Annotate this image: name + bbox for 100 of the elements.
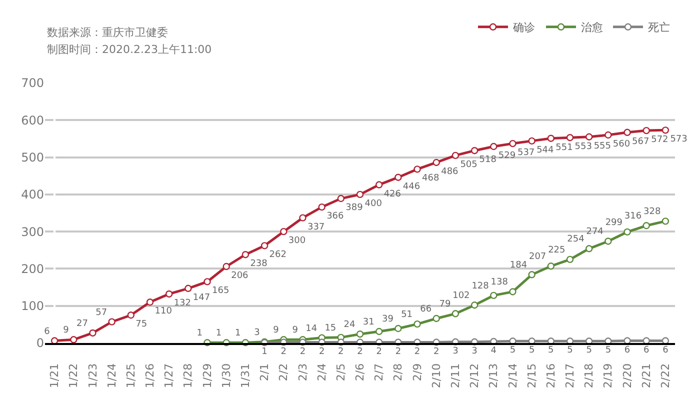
point	[299, 214, 306, 222]
point	[242, 251, 250, 258]
y-tick-label: 500	[21, 150, 44, 164]
data-label: 5	[548, 346, 554, 356]
data-label: 75	[136, 320, 148, 330]
point	[528, 271, 536, 278]
data-label: 337	[307, 222, 325, 232]
data-label: 366	[326, 212, 344, 222]
data-label: 5	[510, 346, 516, 356]
data-label: 2	[357, 346, 363, 357]
data-label: 147	[192, 292, 210, 303]
data-label: 2	[300, 346, 306, 357]
data-label: 57	[96, 308, 108, 318]
data-label: 2	[414, 346, 420, 357]
data-label: 560	[612, 140, 630, 150]
data-label: 2	[280, 346, 287, 357]
legend-label: 治愈	[581, 21, 603, 34]
point	[642, 222, 650, 230]
point	[414, 166, 421, 173]
x-tick-label: 2/17	[564, 363, 577, 388]
x-tick-label: 2/19	[602, 363, 615, 388]
data-label: 316	[624, 212, 642, 222]
point	[375, 328, 383, 336]
data-label: 27	[76, 318, 88, 329]
point	[662, 218, 670, 225]
x-tick-label: 1/28	[182, 363, 195, 388]
x-tick-label: 2/21	[640, 363, 653, 388]
data-label: 15	[324, 323, 336, 334]
data-label: 544	[536, 145, 554, 156]
x-tick-label: 1/25	[124, 363, 138, 388]
data-label: 5	[528, 346, 535, 356]
point	[547, 134, 555, 142]
data-label: 1	[262, 347, 268, 358]
x-tick-label: 1/29	[200, 363, 214, 388]
point	[566, 256, 574, 264]
x-tick-label: 2/12	[468, 363, 482, 388]
x-tick-label: 1/31	[239, 363, 252, 388]
point	[280, 228, 288, 236]
data-label: 5	[605, 346, 612, 356]
point	[356, 190, 364, 198]
data-label: 6	[643, 345, 650, 356]
data-label: 553	[574, 142, 592, 152]
data-label: 128	[472, 281, 490, 292]
point	[70, 336, 78, 344]
data-label: 206	[231, 270, 249, 281]
data-label: 9	[63, 326, 70, 336]
x-tick-label: 2/14	[506, 363, 520, 388]
x-tick-label: 2/2	[277, 363, 290, 382]
data-label: 39	[382, 314, 394, 325]
data-label: 2	[395, 346, 402, 357]
data-label: 537	[517, 148, 535, 158]
point	[470, 302, 478, 309]
point	[452, 310, 460, 318]
x-tick-label: 2/4	[315, 363, 328, 382]
y-tick-label: 300	[21, 224, 44, 239]
data-label: 3	[254, 328, 260, 338]
data-label: 6	[662, 345, 669, 356]
point	[222, 262, 230, 270]
y-tick-label: 200	[21, 262, 44, 276]
point	[509, 140, 516, 148]
x-tick-label: 2/18	[582, 363, 596, 388]
point	[490, 292, 498, 300]
data-label: 262	[269, 250, 286, 260]
x-tick-label: 2/3	[296, 363, 310, 382]
data-label: 2	[318, 346, 325, 357]
data-label: 505	[460, 160, 478, 170]
data-label: 24	[344, 320, 356, 330]
point	[452, 152, 460, 160]
x-tick-label: 2/20	[620, 363, 634, 388]
point	[432, 314, 440, 322]
x-tick-label: 2/7	[372, 363, 386, 382]
data-label: 5	[567, 346, 573, 356]
point	[585, 245, 593, 252]
x-tick-label: 2/1	[258, 363, 272, 382]
point	[432, 158, 440, 166]
data-label: 14	[306, 324, 318, 334]
point	[394, 324, 402, 332]
x-tick-label: 2/5	[334, 363, 348, 382]
data-label: 207	[528, 252, 546, 262]
data-label: 184	[510, 260, 528, 271]
data-label: 66	[420, 304, 432, 314]
legend-label: 确诊	[512, 21, 535, 34]
point	[642, 126, 650, 134]
data-label: 389	[346, 203, 364, 214]
data-label: 79	[439, 300, 451, 310]
point	[414, 320, 421, 328]
x-tick-label: 1/30	[220, 363, 233, 388]
x-tick-label: 2/8	[392, 363, 405, 382]
point	[146, 298, 154, 306]
data-label: 1	[196, 328, 203, 339]
data-label: 551	[556, 142, 573, 153]
point	[528, 137, 536, 145]
x-tick-label: 2/6	[354, 363, 367, 382]
y-tick-label: 100	[21, 299, 44, 314]
x-tick-label: 1/21	[48, 363, 62, 388]
data-label: 5	[586, 346, 592, 356]
point	[662, 126, 670, 134]
point	[204, 278, 211, 286]
data-label: 9	[273, 326, 280, 336]
point	[624, 228, 631, 236]
